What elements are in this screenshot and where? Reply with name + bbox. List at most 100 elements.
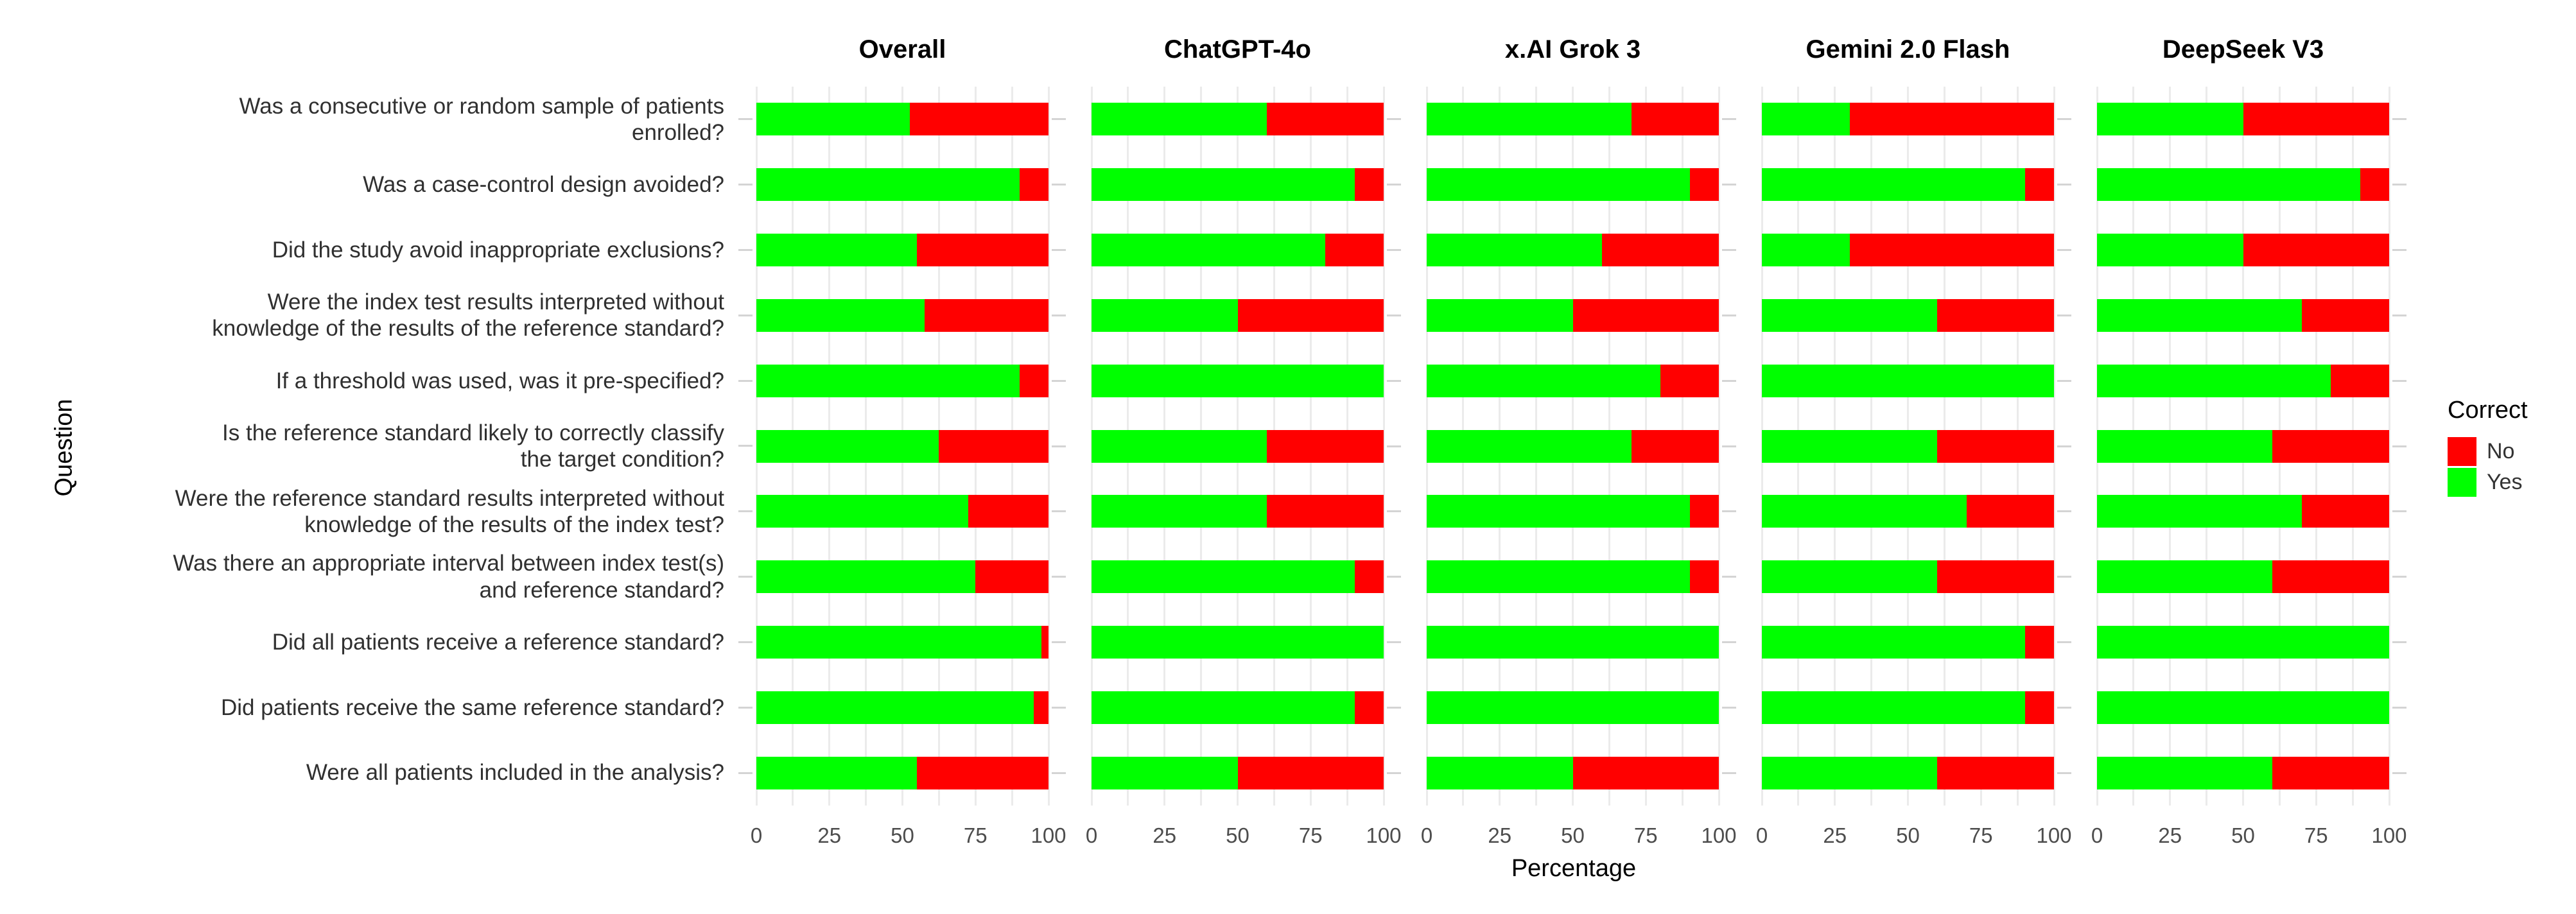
y-tick-mark bbox=[2392, 641, 2406, 643]
bar-no-segment bbox=[2272, 756, 2389, 789]
y-axis-label: If a threshold was used, was it pre-spec… bbox=[275, 368, 724, 393]
y-tick-mark bbox=[1052, 707, 1066, 709]
y-tick-mark bbox=[1387, 772, 1401, 774]
x-tick-label: 50 bbox=[1896, 823, 1920, 847]
bar-row bbox=[2097, 168, 2389, 202]
y-tick-mark bbox=[1052, 380, 1066, 382]
bar-yes-segment bbox=[1762, 103, 1850, 136]
legend-title: Correct bbox=[2448, 397, 2528, 424]
bar-no-segment bbox=[2272, 429, 2389, 463]
x-tick-label: 75 bbox=[963, 823, 988, 847]
y-tick-mark bbox=[1722, 510, 1736, 512]
x-tick-label: 100 bbox=[1701, 823, 1737, 847]
bar-no-segment bbox=[1689, 495, 1719, 528]
y-tick-mark bbox=[738, 707, 753, 709]
bar-row bbox=[756, 429, 1049, 463]
bar-yes-segment bbox=[1427, 691, 1719, 724]
bar-row bbox=[1762, 298, 2054, 332]
y-tick-mark bbox=[1387, 249, 1401, 251]
bar-row bbox=[1762, 495, 2054, 528]
x-tick-label: 25 bbox=[817, 823, 842, 847]
x-tick-label: 0 bbox=[1085, 823, 1098, 847]
bar-yes-segment bbox=[1762, 625, 2025, 659]
x-tick-label: 100 bbox=[2371, 823, 2407, 847]
bar-no-segment bbox=[917, 756, 1049, 789]
bar-no-segment bbox=[1937, 429, 2054, 463]
y-tick-mark bbox=[2392, 118, 2406, 120]
bar-no-segment bbox=[1267, 495, 1384, 528]
facet-panel bbox=[1090, 87, 1401, 806]
bar-no-segment bbox=[1849, 103, 2054, 136]
bar-no-segment bbox=[939, 429, 1049, 463]
y-tick-mark bbox=[738, 118, 753, 120]
y-tick-mark bbox=[2057, 184, 2071, 185]
bar-no-segment bbox=[1631, 103, 1719, 136]
y-axis-label: Was a consecutive or random sample of pa… bbox=[239, 93, 724, 145]
y-tick-mark bbox=[2057, 315, 2071, 316]
bar-yes-segment bbox=[1427, 495, 1690, 528]
x-tick-label: 75 bbox=[1298, 823, 1323, 847]
bar-no-segment bbox=[1937, 298, 2054, 332]
y-tick-mark bbox=[2057, 707, 2071, 709]
bar-no-segment bbox=[1937, 756, 2054, 789]
y-tick-mark bbox=[1052, 315, 1066, 316]
facet-panel bbox=[2096, 87, 2406, 806]
y-axis-label: Did the study avoid inappropriate exclus… bbox=[272, 237, 724, 263]
bar-no-segment bbox=[1325, 234, 1384, 267]
bar-yes-segment bbox=[1092, 234, 1325, 267]
y-tick-mark bbox=[1387, 380, 1401, 382]
bar-no-segment bbox=[1354, 560, 1384, 594]
bar-yes-segment bbox=[1762, 364, 2054, 397]
bar-yes-segment bbox=[1092, 756, 1238, 789]
y-tick-mark bbox=[1722, 576, 1736, 578]
bar-yes-segment bbox=[1427, 103, 1632, 136]
y-tick-mark bbox=[1052, 641, 1066, 643]
bar-yes-segment bbox=[2097, 234, 2243, 267]
bar-yes-segment bbox=[1092, 429, 1267, 463]
bar-row bbox=[1092, 625, 1384, 659]
strip-title: x.AI Grok 3 bbox=[1504, 35, 1641, 64]
y-tick-mark bbox=[1722, 445, 1736, 447]
bar-yes-segment bbox=[1762, 495, 1967, 528]
bar-yes-segment bbox=[756, 691, 1034, 724]
bar-yes-segment bbox=[1762, 691, 2025, 724]
bar-no-segment bbox=[1572, 298, 1719, 332]
y-tick-mark bbox=[738, 576, 753, 578]
bar-no-segment bbox=[1019, 168, 1049, 202]
legend: Correct No Yes bbox=[2448, 397, 2528, 499]
x-tick-label: 0 bbox=[750, 823, 763, 847]
y-tick-mark bbox=[2392, 707, 2406, 709]
y-tick-mark bbox=[1387, 184, 1401, 185]
x-tick-label: 25 bbox=[1153, 823, 1177, 847]
legend-swatch-no-icon bbox=[2448, 437, 2476, 466]
bar-yes-segment bbox=[2097, 756, 2272, 789]
bar-row bbox=[2097, 691, 2389, 724]
bar-yes-segment bbox=[756, 298, 925, 332]
y-tick-mark bbox=[1052, 249, 1066, 251]
bar-row bbox=[756, 691, 1049, 724]
bar-yes-segment bbox=[2097, 560, 2272, 594]
x-tick-label: 0 bbox=[1420, 823, 1433, 847]
bar-no-segment bbox=[924, 298, 1049, 332]
y-tick-mark bbox=[1387, 118, 1401, 120]
bar-no-segment bbox=[2024, 625, 2054, 659]
bar-yes-segment bbox=[1762, 560, 1937, 594]
panel-gridline bbox=[1718, 87, 1720, 806]
bar-yes-segment bbox=[1427, 168, 1690, 202]
y-tick-mark bbox=[2057, 118, 2071, 120]
bar-yes-segment bbox=[2097, 168, 2360, 202]
bar-row bbox=[2097, 103, 2389, 136]
y-axis-label: Were the index test results interpreted … bbox=[212, 289, 724, 341]
bar-no-segment bbox=[2024, 168, 2054, 202]
bar-row bbox=[1092, 495, 1384, 528]
bar-no-segment bbox=[1354, 691, 1384, 724]
y-tick-mark bbox=[1722, 184, 1736, 185]
bar-row bbox=[1762, 234, 2054, 267]
y-tick-mark bbox=[2057, 772, 2071, 774]
bar-yes-segment bbox=[1427, 429, 1632, 463]
bar-row bbox=[2097, 234, 2389, 267]
bar-row bbox=[2097, 495, 2389, 528]
y-axis-label: Was a case-control design avoided? bbox=[363, 172, 724, 198]
bar-yes-segment bbox=[1092, 364, 1384, 397]
